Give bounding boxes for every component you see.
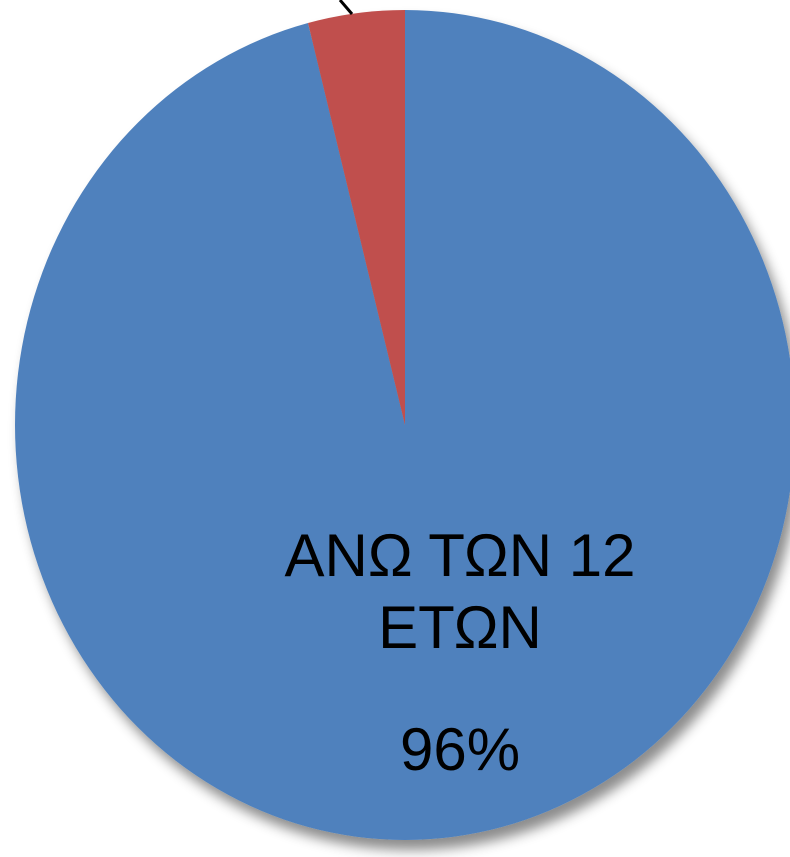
leader-line — [338, 0, 354, 15]
slice-label: ΑΝΩ ΤΩΝ 12 ΕΤΩΝ — [284, 522, 636, 661]
slice-value-label: 96% — [399, 716, 521, 783]
pie-slice — [15, 10, 790, 840]
pie — [15, 10, 790, 840]
pie-slice — [308, 10, 405, 425]
